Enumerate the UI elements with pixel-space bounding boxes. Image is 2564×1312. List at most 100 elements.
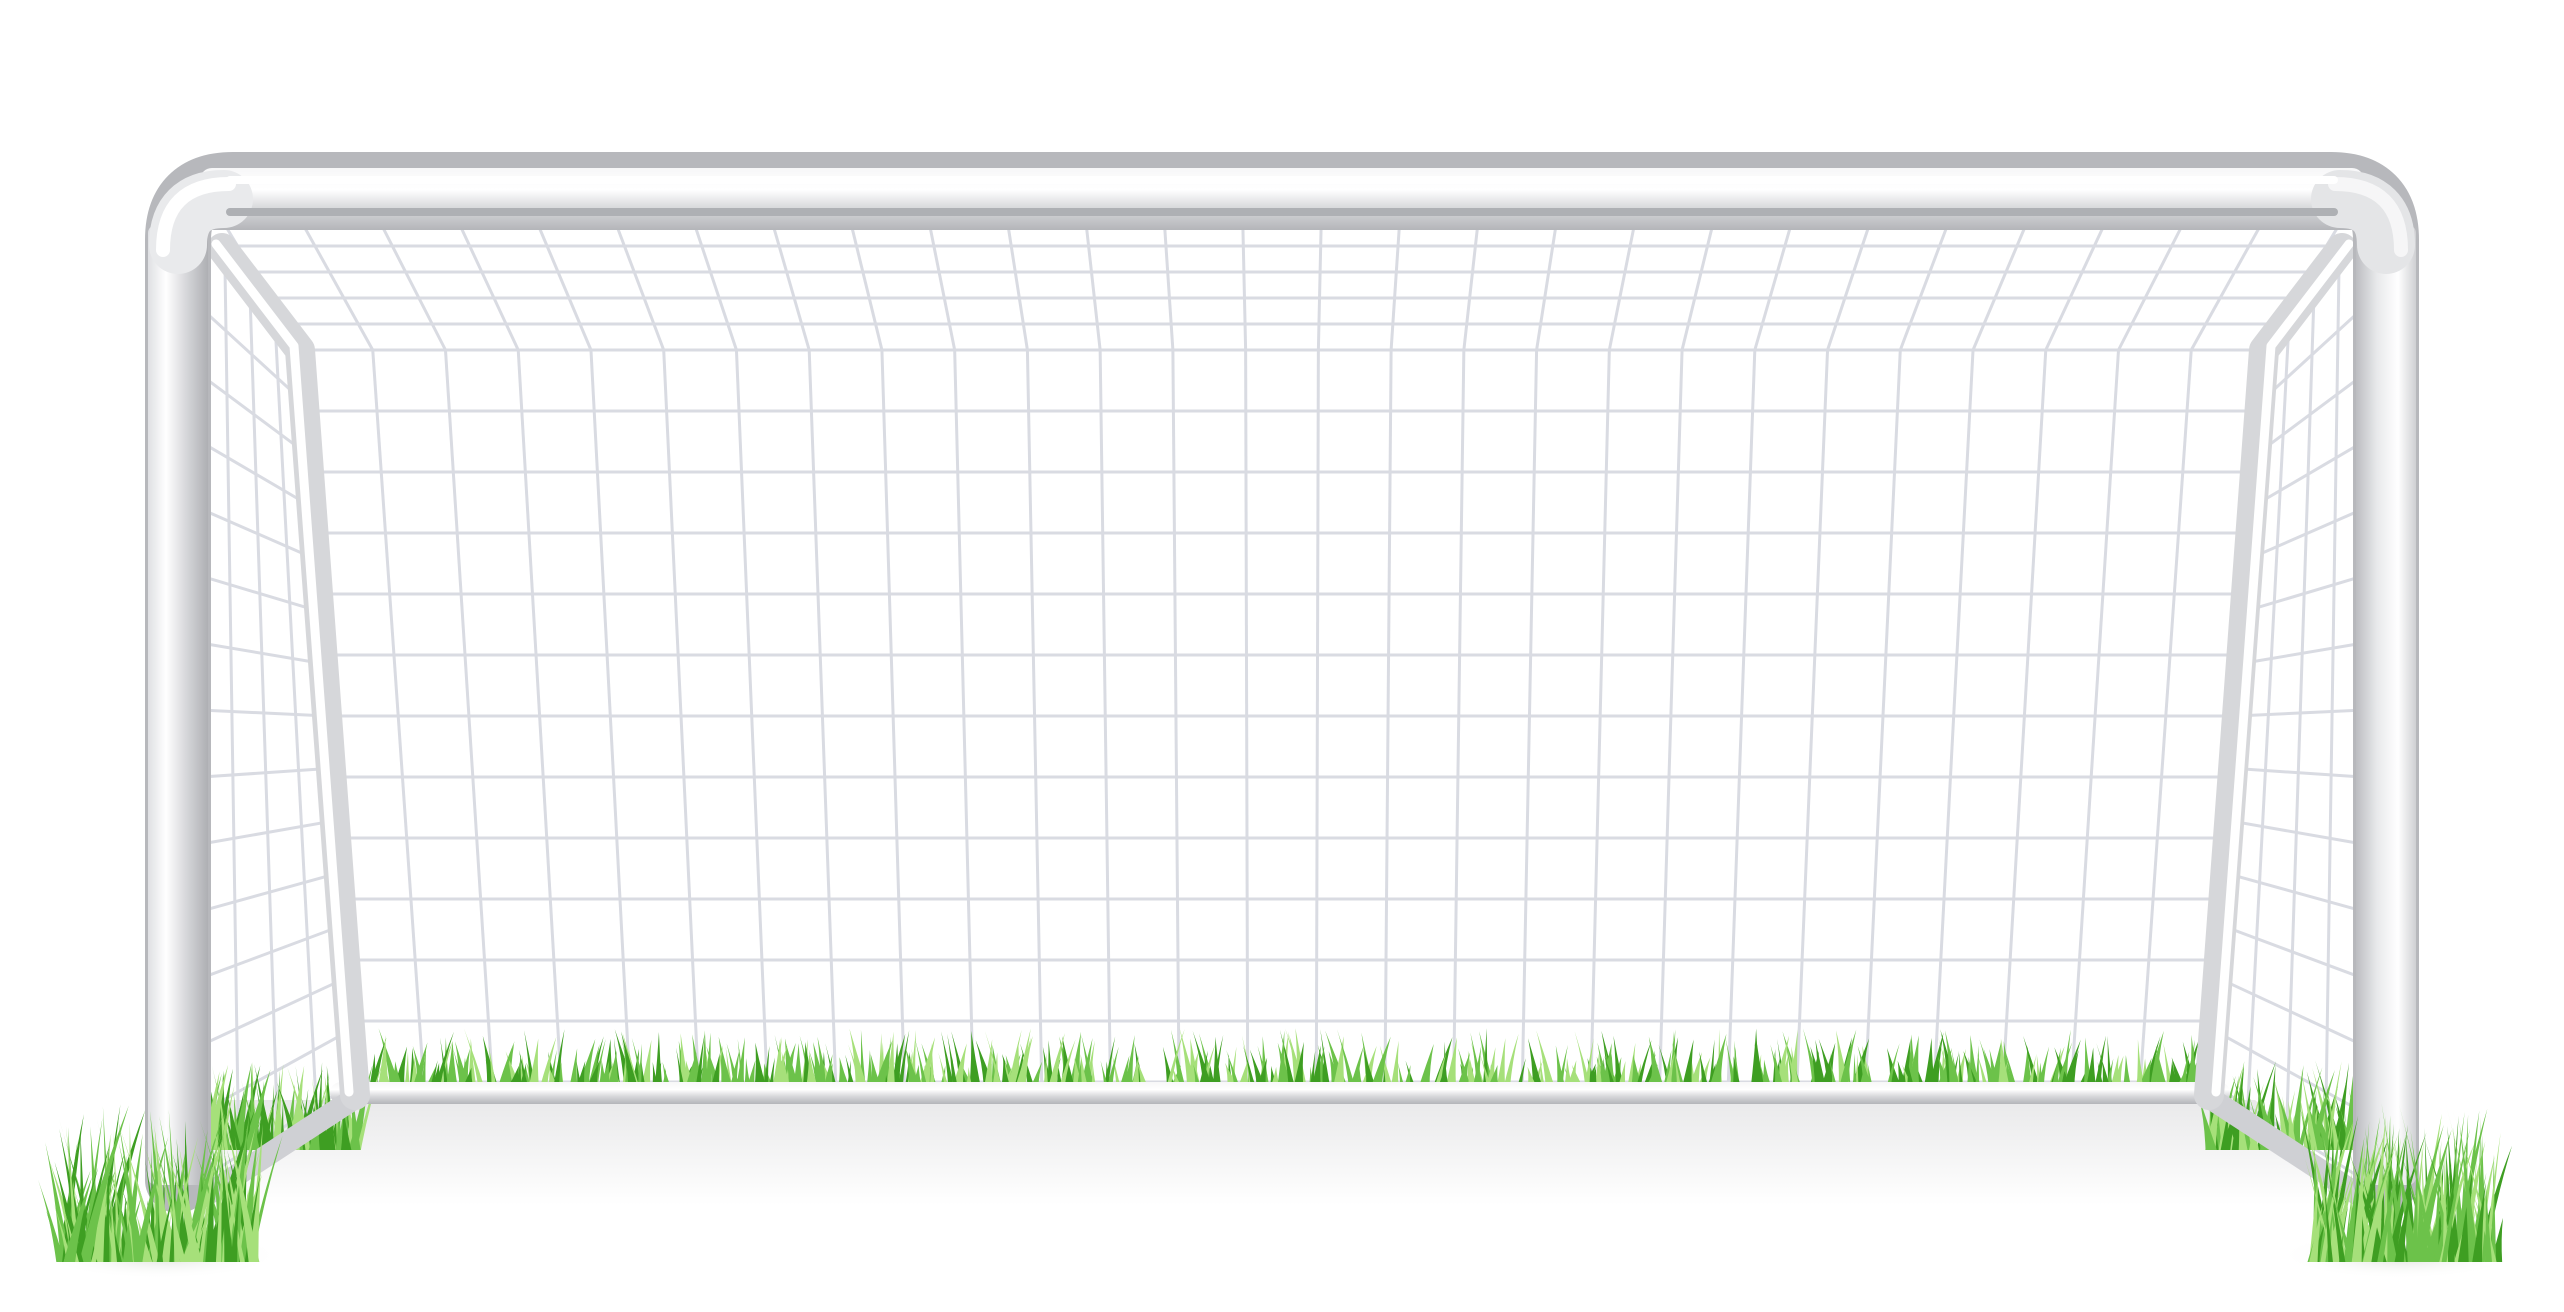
grass-blade (1434, 1052, 1447, 1088)
grass-blade (622, 1032, 640, 1088)
side-net-strand (2251, 440, 2365, 509)
grass-blade (1886, 1043, 1900, 1088)
grass-blade (695, 1033, 705, 1088)
grass-blade (1732, 1056, 1741, 1088)
grass-blade (1456, 1052, 1471, 1088)
grass-blade (1131, 1055, 1140, 1088)
grass-blade (254, 1064, 275, 1150)
grass-blade (1810, 1046, 1825, 1088)
grass-blade (1774, 1051, 1784, 1088)
grass-blade (1897, 1060, 1909, 1088)
net-strand (1462, 219, 1480, 351)
side-net-strand (199, 976, 348, 1048)
grass-blade (692, 1034, 704, 1088)
left-corner (149, 170, 253, 274)
grass-blade (2037, 1062, 2044, 1088)
grass-blade (1539, 1057, 1545, 1088)
grass-blade (1328, 1051, 1343, 1088)
grass-blade (641, 1039, 652, 1088)
grass-blade (1111, 1052, 1121, 1088)
grass-blade (1664, 1051, 1675, 1088)
grass-blade (951, 1031, 968, 1088)
grass-blade (781, 1051, 791, 1088)
grass-blade (168, 1144, 181, 1262)
net-strand (1241, 219, 1248, 351)
grass-blade (2297, 1067, 2323, 1150)
grass-blade (166, 1150, 203, 1262)
grass-blade (2317, 1111, 2333, 1150)
grass-blade (1170, 1029, 1186, 1088)
side-net-strand (2216, 976, 2365, 1048)
grass-blade (412, 1042, 428, 1088)
side-net-strand (2247, 507, 2365, 561)
grass-blade (768, 1057, 775, 1088)
grass-blade (576, 1061, 586, 1088)
grass-blade (272, 1064, 284, 1150)
grass-blade (455, 1041, 470, 1088)
grass-blade (654, 1032, 663, 1088)
grass-blade (157, 1212, 164, 1262)
side-net-strand (2240, 641, 2365, 666)
grass-blade (1761, 1059, 1772, 1088)
grass-blade (1332, 1036, 1345, 1088)
grass-blade (984, 1030, 1002, 1088)
grass-blade (2036, 1053, 2042, 1088)
net-strand (1535, 219, 1559, 351)
grass-blade (662, 1062, 671, 1088)
grass-blade (369, 1037, 387, 1088)
grass-blade (1536, 1030, 1555, 1088)
grass-blade (1528, 1038, 1543, 1088)
grass-blade (1709, 1033, 1727, 1088)
grass-blade (347, 1099, 359, 1150)
grass-blade (1058, 1039, 1076, 1088)
grass-blade (221, 1106, 260, 1262)
net-strand (1826, 219, 1873, 351)
grass-blade (838, 1057, 850, 1088)
left-corner-shine (156, 177, 236, 257)
grass-blade (1791, 1046, 1800, 1088)
net-strand (1005, 219, 1029, 351)
grass-blade (1975, 1045, 1980, 1088)
grass-blade (2344, 1136, 2365, 1262)
grass-blade (2107, 1035, 2113, 1088)
grass-blade (984, 1039, 993, 1088)
grass-blade (1081, 1034, 1095, 1088)
grass-blade (219, 1085, 235, 1150)
right-back-stanchion-highlight (2211, 239, 2354, 1097)
grass-blade (2450, 1108, 2488, 1262)
grass-blade (1166, 1028, 1185, 1088)
grass-blade (1838, 1029, 1857, 1088)
grass-blade (2327, 1093, 2341, 1150)
grass-blade (1008, 1029, 1022, 1088)
grass-blade (463, 1028, 485, 1088)
grass-blade (1076, 1058, 1082, 1088)
net-strand (1971, 219, 2030, 351)
back-net (220, 219, 2344, 1084)
net-strand (770, 219, 811, 351)
grass-blade (482, 1035, 499, 1088)
side-net-strand (199, 708, 328, 718)
grass-blade (434, 1031, 454, 1088)
grass-blade (737, 1038, 745, 1088)
grass-blade (445, 1041, 458, 1088)
grass-blade (1945, 1030, 1960, 1088)
grass-blade (640, 1062, 646, 1088)
grass-blade (377, 1035, 386, 1088)
left-post (148, 225, 208, 1185)
grass-blade (1445, 1037, 1457, 1088)
grass-blade (526, 1062, 539, 1088)
grass-blade (1020, 1043, 1035, 1088)
grass-blade (1030, 1061, 1043, 1088)
grass-blade (63, 1176, 93, 1262)
grass-blade (947, 1033, 958, 1088)
grass-blade (652, 1062, 659, 1088)
grass-blade (1320, 1029, 1331, 1088)
side-net-strand (199, 766, 332, 779)
grass-blade (763, 1046, 770, 1088)
side-net-strand (199, 440, 313, 509)
grass-blade (2023, 1035, 2041, 1088)
ground-bar (330, 1082, 2230, 1104)
grass-blade (2459, 1123, 2480, 1262)
grass-blade (621, 1031, 639, 1088)
grass-blade (685, 1051, 697, 1088)
